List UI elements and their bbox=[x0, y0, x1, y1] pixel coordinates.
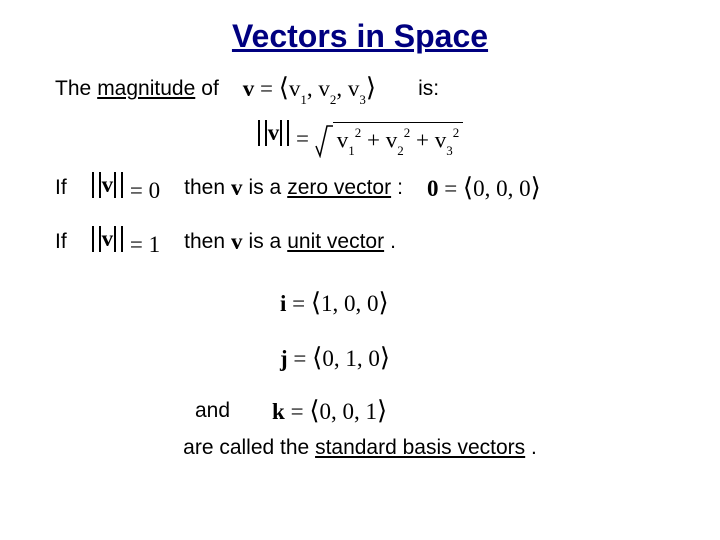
basis-j: j = ⟨0, 1, 0⟩ bbox=[280, 331, 720, 386]
text-dot-2: . bbox=[531, 436, 537, 459]
basis-k-row: and k = ⟨0, 0, 1⟩ bbox=[195, 396, 720, 426]
text-then-1: then bbox=[184, 176, 225, 200]
norm-equals-zero: v = 0 bbox=[91, 172, 160, 204]
text-zero-vector: zero vector bbox=[287, 176, 391, 200]
text-colon: : bbox=[397, 176, 403, 200]
text-v-1: v bbox=[231, 175, 243, 201]
text-magnitude: magnitude bbox=[97, 77, 195, 101]
text-then-2: then bbox=[184, 230, 225, 254]
text-is-a-2: is a bbox=[249, 230, 282, 254]
basis-k: k = ⟨0, 0, 1⟩ bbox=[272, 396, 387, 426]
text-the: The bbox=[55, 77, 91, 101]
text-if-2: If bbox=[55, 230, 67, 254]
norm-equals-one: v = 1 bbox=[91, 226, 160, 258]
text-is-a-1: is a bbox=[249, 176, 282, 200]
magnitude-formula: v = v12 + v22 + v32 bbox=[0, 120, 720, 159]
magnitude-sentence: The magnitude of v = ⟨v1, v2, v3⟩ is: bbox=[55, 73, 720, 106]
text-and: and bbox=[195, 399, 230, 423]
basis-i: i = ⟨1, 0, 0⟩ bbox=[280, 276, 720, 331]
basis-block: i = ⟨1, 0, 0⟩ j = ⟨0, 1, 0⟩ bbox=[280, 276, 720, 385]
sqrt-icon bbox=[315, 124, 333, 158]
unit-vector-line: If v = 1 then v is a unit vector . bbox=[55, 226, 720, 258]
text-of: of bbox=[201, 77, 219, 101]
text-unit-vector: unit vector bbox=[287, 230, 384, 254]
footer-sentence: are called the standard basis vectors . bbox=[0, 436, 720, 460]
text-dot-1: . bbox=[390, 230, 396, 254]
page-title: Vectors in Space bbox=[0, 0, 720, 67]
text-standard-basis-vectors: standard basis vectors bbox=[315, 436, 525, 459]
text-v-2: v bbox=[231, 229, 243, 255]
text-if-1: If bbox=[55, 176, 67, 200]
zero-vector-line: If v = 0 then v is a zero vector : 0 = ⟨… bbox=[55, 172, 720, 204]
text-is: is: bbox=[418, 77, 439, 101]
text-are-called: are called the bbox=[183, 436, 315, 459]
zero-vector-def: 0 = ⟨0, 0, 0⟩ bbox=[427, 173, 541, 203]
vector-definition: v = ⟨v1, v2, v3⟩ bbox=[243, 73, 376, 106]
